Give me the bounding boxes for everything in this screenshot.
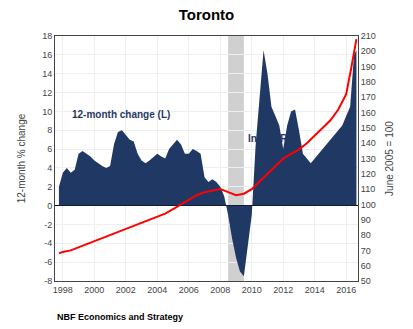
svg-text:2006: 2006 <box>179 285 199 295</box>
svg-text:2012: 2012 <box>273 285 293 295</box>
svg-text:190: 190 <box>361 62 376 72</box>
svg-text:90: 90 <box>361 215 371 225</box>
svg-text:-6: -6 <box>44 257 52 267</box>
svg-text:2010: 2010 <box>242 285 262 295</box>
svg-text:NBF Economics and Strategy: NBF Economics and Strategy <box>57 312 183 322</box>
svg-text:-4: -4 <box>44 238 52 248</box>
svg-text:140: 140 <box>361 138 376 148</box>
svg-text:14: 14 <box>42 69 52 79</box>
svg-text:2014: 2014 <box>305 285 325 295</box>
svg-text:180: 180 <box>361 77 376 87</box>
svg-text:2004: 2004 <box>147 285 167 295</box>
svg-text:12-month % change: 12-month % change <box>16 113 27 203</box>
svg-text:200: 200 <box>361 46 376 56</box>
svg-text:160: 160 <box>361 108 376 118</box>
svg-text:2016: 2016 <box>336 285 356 295</box>
svg-text:2: 2 <box>47 182 52 192</box>
svg-text:6: 6 <box>47 144 52 154</box>
svg-text:2008: 2008 <box>210 285 230 295</box>
svg-text:100: 100 <box>361 200 376 210</box>
svg-text:120: 120 <box>361 169 376 179</box>
svg-text:2002: 2002 <box>116 285 136 295</box>
svg-text:0: 0 <box>47 201 52 211</box>
svg-text:16: 16 <box>42 50 52 60</box>
svg-text:Toronto: Toronto <box>179 6 235 23</box>
svg-text:-8: -8 <box>44 276 52 286</box>
svg-text:150: 150 <box>361 123 376 133</box>
svg-text:Index (R): Index (R) <box>248 133 291 144</box>
svg-text:210: 210 <box>361 31 376 41</box>
svg-text:70: 70 <box>361 246 371 256</box>
svg-text:1998: 1998 <box>53 285 73 295</box>
svg-text:12: 12 <box>42 88 52 98</box>
svg-text:130: 130 <box>361 154 376 164</box>
svg-text:18: 18 <box>42 31 52 41</box>
svg-text:8: 8 <box>47 125 52 135</box>
svg-text:80: 80 <box>361 230 371 240</box>
svg-text:12-month change (L): 12-month change (L) <box>72 109 170 120</box>
svg-text:10: 10 <box>42 107 52 117</box>
svg-text:60: 60 <box>361 261 371 271</box>
svg-text:170: 170 <box>361 92 376 102</box>
svg-text:2000: 2000 <box>84 285 104 295</box>
svg-text:-2: -2 <box>44 220 52 230</box>
svg-text:June 2005 = 100: June 2005 = 100 <box>384 121 395 196</box>
svg-text:50: 50 <box>361 276 371 286</box>
svg-text:4: 4 <box>47 163 52 173</box>
svg-text:110: 110 <box>361 184 375 194</box>
